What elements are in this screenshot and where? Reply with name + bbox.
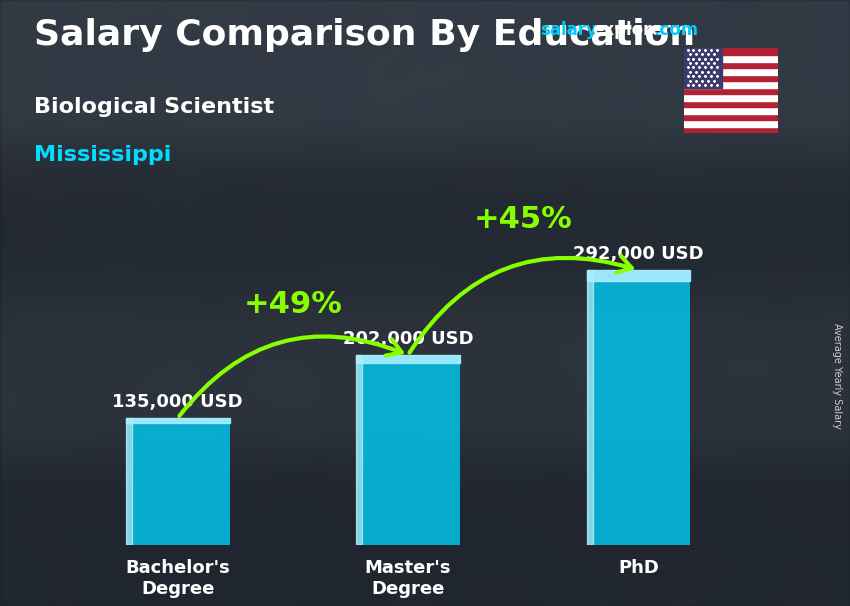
Bar <box>684 75 778 81</box>
Text: 202,000 USD: 202,000 USD <box>343 330 473 348</box>
Bar <box>684 68 778 75</box>
Bar <box>684 81 778 88</box>
Bar <box>684 107 778 114</box>
Bar <box>684 127 778 133</box>
Bar <box>684 55 778 62</box>
Bar <box>126 418 230 545</box>
Bar <box>684 120 778 127</box>
Bar <box>586 270 690 281</box>
Text: 292,000 USD: 292,000 USD <box>573 245 704 264</box>
Bar <box>684 48 722 88</box>
Text: +49%: +49% <box>243 290 343 319</box>
FancyArrowPatch shape <box>410 256 632 353</box>
Text: Average Yearly Salary: Average Yearly Salary <box>832 323 842 428</box>
Bar <box>586 270 690 545</box>
Bar <box>684 94 778 101</box>
Bar <box>356 355 362 545</box>
Bar <box>684 48 778 55</box>
Text: 135,000 USD: 135,000 USD <box>112 393 243 411</box>
Text: .com: .com <box>654 21 699 39</box>
Text: Salary Comparison By Education: Salary Comparison By Education <box>34 18 695 52</box>
Text: explorer: explorer <box>592 21 672 39</box>
FancyArrowPatch shape <box>179 336 402 416</box>
Text: Biological Scientist: Biological Scientist <box>34 97 274 117</box>
Bar <box>684 88 778 94</box>
Bar <box>684 62 778 68</box>
Bar <box>126 418 132 545</box>
Bar <box>684 101 778 107</box>
Bar <box>356 355 460 362</box>
Bar <box>126 418 230 423</box>
Bar <box>586 270 592 545</box>
Text: +45%: +45% <box>473 205 573 234</box>
Bar <box>684 114 778 120</box>
Bar <box>356 355 460 545</box>
Text: salary: salary <box>540 21 597 39</box>
Text: Mississippi: Mississippi <box>34 145 172 165</box>
